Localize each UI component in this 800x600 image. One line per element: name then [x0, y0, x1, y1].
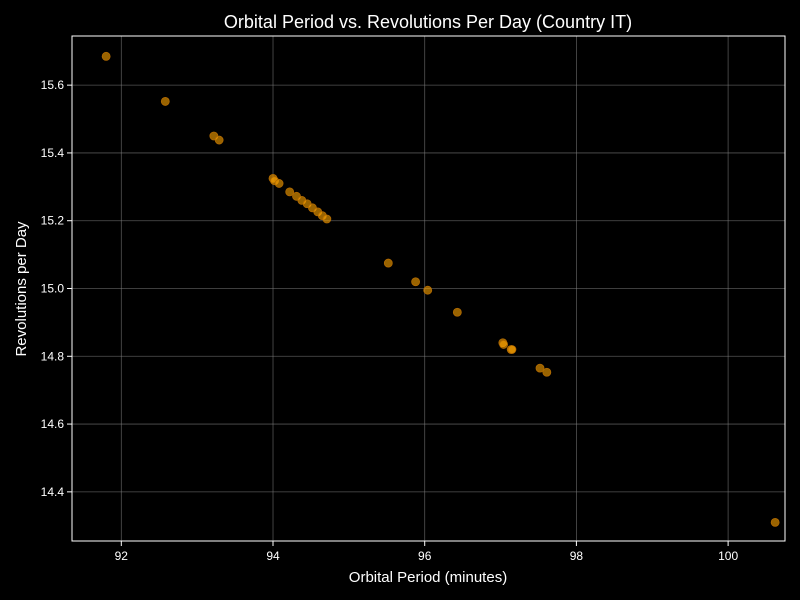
x-tick-label: 100: [718, 549, 738, 563]
data-point: [452, 307, 462, 317]
x-axis-label: Orbital Period (minutes): [349, 569, 507, 586]
chart-title: Orbital Period vs. Revolutions Per Day (…: [224, 12, 632, 32]
data-point: [274, 179, 284, 188]
data-point: [411, 277, 421, 287]
x-tick-label: 92: [115, 549, 129, 563]
y-tick-label: 14.8: [41, 349, 65, 363]
y-tick-label: 14.4: [41, 485, 65, 499]
axis-ticks: 92 94 96 98 100 14.4 14.6 14.8 15.0 15.2 15.4 15.6: [41, 78, 739, 563]
data-point: [535, 363, 545, 373]
data-point: [160, 97, 170, 106]
data-point: [423, 285, 433, 295]
data-point: [542, 367, 552, 377]
x-tick-label: 94: [266, 549, 280, 563]
x-tick-label: 96: [418, 549, 432, 563]
y-tick-label: 14.6: [41, 417, 65, 431]
data-point: [499, 340, 508, 349]
data-point: [383, 258, 393, 268]
x-tick-label: 98: [570, 549, 584, 563]
data-point: [507, 345, 517, 354]
y-tick-label: 15.4: [41, 146, 65, 160]
y-tick-label: 15.6: [41, 78, 65, 92]
data-point: [101, 51, 111, 61]
data-points: [101, 51, 780, 527]
y-tick-label: 15.2: [41, 214, 65, 228]
data-point: [770, 517, 780, 527]
y-tick-label: 15.0: [41, 282, 65, 296]
data-point: [214, 135, 224, 145]
y-axis-label: Revolutions per Day: [13, 221, 30, 357]
data-point: [322, 214, 332, 224]
data-point: [285, 187, 295, 197]
